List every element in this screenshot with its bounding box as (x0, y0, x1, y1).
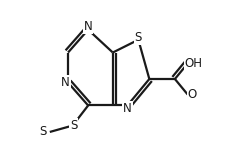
Text: N: N (61, 76, 69, 89)
Text: S: S (40, 125, 47, 138)
Text: O: O (187, 88, 196, 101)
Text: N: N (122, 102, 131, 115)
Text: OH: OH (183, 57, 201, 70)
Text: S: S (70, 119, 77, 132)
Text: S: S (134, 31, 141, 44)
Text: N: N (83, 20, 92, 33)
